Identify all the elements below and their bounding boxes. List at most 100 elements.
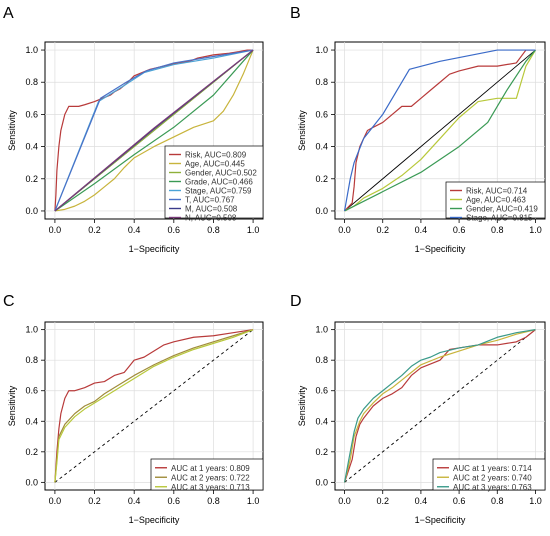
x-tick-label: 0.4 (415, 225, 428, 235)
legend-entry: AUC at 2 years: 0.722 (171, 473, 250, 482)
roc-curve-2 (54, 49, 254, 212)
y-tick-label: 0.6 (25, 386, 38, 396)
y-tick-label: 0.6 (315, 386, 328, 396)
legend-entry: T, AUC=0.767 (185, 196, 235, 205)
roc-curve-3 (54, 329, 254, 483)
x-tick-label: 0.2 (88, 225, 101, 235)
x-tick-label: 0.0 (49, 225, 62, 235)
x-axis-label: 1−Specificity (415, 515, 466, 525)
y-tick-label: 0.2 (315, 447, 328, 457)
panel-letter: C (3, 293, 15, 310)
x-tick-label: 0.2 (376, 225, 389, 235)
x-tick-label: 0.0 (338, 225, 351, 235)
legend-entry: Gender, AUC=0.419 (466, 205, 538, 214)
y-tick-label: 0.4 (315, 142, 328, 152)
x-tick-label: 0.6 (453, 496, 466, 506)
y-tick-label: 0.2 (25, 174, 38, 184)
roc-curve-4 (343, 49, 536, 212)
x-tick-label: 1.0 (529, 225, 542, 235)
legend-entry: Stage, AUC=0.815 (466, 214, 533, 223)
legend-entry: Risk, AUC=0.809 (185, 151, 247, 160)
y-tick-label: 0.2 (25, 447, 38, 457)
x-tick-label: 1.0 (529, 496, 542, 506)
x-tick-label: 0.4 (128, 225, 141, 235)
legend-box (150, 458, 264, 491)
roc-curve-1 (343, 329, 536, 483)
y-tick-label: 1.0 (25, 45, 38, 55)
legend-entry: Gender, AUC=0.502 (185, 169, 257, 178)
legend-entry: AUC at 1 years: 0.714 (453, 464, 532, 473)
legend-entry: Risk, AUC=0.714 (466, 187, 528, 196)
y-tick-label: 0.2 (315, 174, 328, 184)
roc-curve-4 (54, 49, 254, 212)
x-tick-label: 0.4 (415, 496, 428, 506)
roc-curve-3 (344, 49, 536, 212)
x-tick-label: 0.8 (491, 496, 504, 506)
reference-diagonal (344, 49, 536, 212)
y-tick-label: 0.4 (315, 416, 328, 426)
roc-curve-8 (54, 49, 254, 212)
x-tick-label: 0.8 (491, 225, 504, 235)
legend-entry: AUC at 3 years: 0.713 (171, 483, 250, 492)
panel-a: A 0.0 0.0 0.2 0.2 0.4 0.4 0.6 0.6 0.8 0.8 1.0 1.0 1−S… (3, 5, 264, 254)
y-axis-label: Sensitivity (297, 110, 307, 151)
x-tick-label: 0.0 (338, 496, 351, 506)
legend-entry: Stage, AUC=0.759 (185, 187, 252, 196)
legend-box (445, 181, 546, 219)
roc-curve-1 (344, 49, 536, 212)
roc-curve-1 (54, 329, 254, 483)
y-tick-label: 1.0 (25, 325, 38, 335)
legend-entry: AUC at 1 years: 0.809 (171, 464, 250, 473)
plot-frame (44, 41, 264, 220)
y-axis-label: Sensitivity (7, 385, 17, 426)
x-tick-label: 0.0 (49, 496, 62, 506)
x-tick-label: 1.0 (247, 225, 260, 235)
y-axis-label: Sensitivity (297, 385, 307, 426)
roc-curve-2 (54, 329, 254, 483)
panel-letter: A (3, 5, 14, 22)
x-tick-label: 0.2 (376, 496, 389, 506)
plot-frame (334, 41, 546, 220)
panel-c: C 0.0 0.0 0.2 0.2 0.4 0.4 0.6 0.6 0.8 0.8 1.0 1.0 1−S… (3, 293, 264, 525)
legend-entry: AUC at 3 years: 0.763 (453, 483, 532, 492)
y-tick-label: 0.8 (25, 77, 38, 87)
y-tick-label: 1.0 (315, 45, 328, 55)
reference-diagonal (344, 329, 536, 483)
legend-box (164, 145, 264, 219)
x-axis-label: 1−Specificity (129, 244, 180, 254)
roc-curve-6 (54, 49, 254, 212)
roc-curve-3 (343, 329, 536, 483)
y-tick-label: 0.0 (25, 477, 38, 487)
x-tick-label: 0.8 (207, 496, 220, 506)
y-tick-label: 0.8 (315, 77, 328, 87)
roc-curve-2 (344, 49, 536, 212)
y-tick-label: 0.6 (315, 109, 328, 119)
panel-d: D 0.0 0.0 0.2 0.2 0.4 0.4 0.6 0.6 0.8 0.8 1.0 1.0 1−S… (290, 293, 546, 525)
x-tick-label: 0.6 (168, 496, 181, 506)
x-axis-label: 1−Specificity (129, 515, 180, 525)
x-tick-label: 1.0 (247, 496, 260, 506)
panel-letter: D (290, 293, 302, 310)
legend-entry: M, AUC=0.508 (185, 205, 238, 214)
legend-entry: Age, AUC=0.463 (466, 196, 526, 205)
x-tick-label: 0.6 (453, 225, 466, 235)
legend-entry: N, AUC=0.508 (185, 214, 237, 223)
y-tick-label: 0.0 (25, 206, 38, 216)
y-tick-label: 0.0 (315, 477, 328, 487)
y-tick-label: 0.4 (25, 416, 38, 426)
x-tick-label: 0.4 (128, 496, 141, 506)
y-tick-label: 0.8 (25, 355, 38, 365)
x-tick-label: 0.8 (207, 225, 220, 235)
y-tick-label: 1.0 (315, 325, 328, 335)
x-tick-label: 0.6 (168, 225, 181, 235)
x-axis-label: 1−Specificity (415, 244, 466, 254)
legend-entry: Age, AUC=0.445 (185, 160, 245, 169)
y-tick-label: 0.4 (25, 142, 38, 152)
panel-letter: B (290, 5, 301, 22)
legend-entry: Grade, AUC=0.466 (185, 178, 253, 187)
y-axis-label: Sensitivity (7, 110, 17, 151)
